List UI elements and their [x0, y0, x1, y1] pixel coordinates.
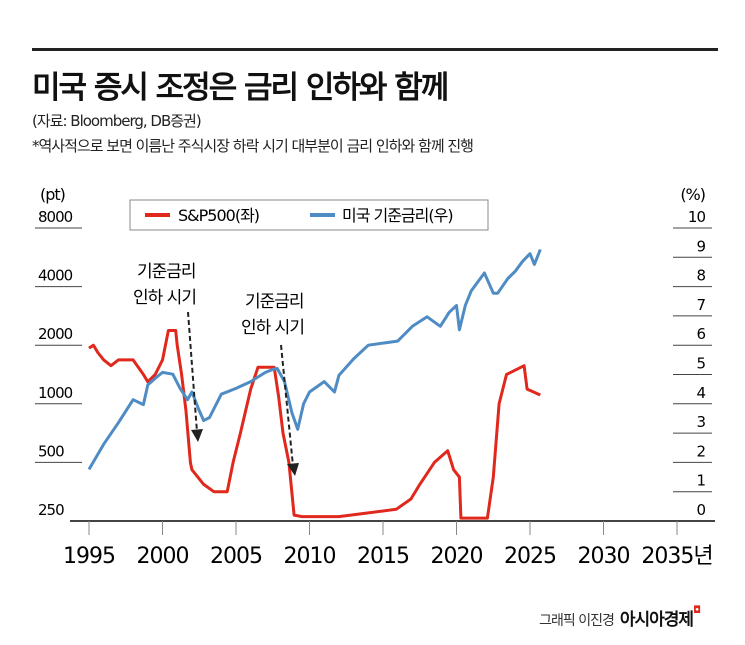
sp500-line — [88, 329, 541, 520]
y-right-tick-label: 1 — [696, 472, 705, 490]
annotation-1-line-1: 기준금리 — [137, 262, 196, 282]
y-right-tick-label: 2 — [696, 442, 705, 460]
source-note: (자료: Bloomberg, DB증권) — [32, 112, 202, 130]
left-axis-unit: (pt) — [40, 185, 65, 204]
legend-box — [129, 199, 489, 231]
fed-rate-line — [87, 248, 542, 471]
y-right-tick-label: 3 — [696, 413, 705, 431]
y-right-tick-label: 7 — [696, 296, 705, 314]
brand-logo: 아시아경제 — [619, 610, 694, 630]
x-tick-label: 2010 — [284, 544, 336, 569]
y-right-tick-label: 9 — [696, 237, 705, 255]
y-right-tick-label: 5 — [696, 355, 705, 373]
y-right-tick-label: 8 — [696, 267, 705, 285]
y-left-tick-label: 2000 — [38, 325, 73, 343]
annotation-2-arrowhead — [287, 463, 299, 476]
x-tick-label: 2015 — [357, 544, 409, 569]
top-rule — [32, 48, 718, 51]
annotation-2-line-2: 인하 시기 — [241, 318, 304, 338]
annotation-1-arrow — [187, 311, 198, 433]
y-right-tick-label: 0 — [696, 501, 705, 519]
credit-artist: 그래픽 이진경 — [539, 613, 615, 629]
legend-label-fed-rate: 미국 기준금리(우) — [342, 206, 453, 225]
x-tick-label: 2000 — [137, 544, 189, 569]
y-left-tick-label: 250 — [38, 501, 64, 519]
brand-mark: ◘ — [693, 605, 701, 616]
x-tick-label: 2035년 — [641, 544, 712, 569]
footnote: *역사적으로 보면 이름난 주식시장 하락 시기 대부분이 금리 인하와 함께 … — [32, 137, 474, 155]
y-left-tick-label: 8000 — [38, 208, 73, 226]
y-right-tick-label: 10 — [688, 208, 706, 226]
x-tick-label: 2025 — [504, 544, 556, 569]
annotation-1-line-2: 인하 시기 — [133, 288, 196, 308]
y-left-tick-label: 500 — [38, 442, 64, 460]
annotation-2-arrow — [280, 344, 294, 467]
credit: 그래픽 이진경 아시아경제◘ — [539, 605, 701, 630]
x-tick-label: 2030 — [578, 544, 630, 569]
x-tick-label: 2005 — [210, 544, 262, 569]
x-tick-label: 2020 — [431, 544, 483, 569]
annotation-1-arrowhead — [191, 429, 203, 442]
y-left-tick-label: 1000 — [38, 384, 73, 402]
y-right-tick-label: 6 — [696, 325, 705, 343]
legend-label-sp500: S&P500(좌) — [178, 206, 259, 225]
y-left-tick-label: 4000 — [38, 267, 73, 285]
x-tick-label: 1995 — [63, 544, 115, 569]
right-axis-unit: (%) — [680, 185, 705, 204]
annotation-2-line-1: 기준금리 — [245, 292, 304, 312]
chart-title: 미국 증시 조정은 금리 인하와 함께 — [32, 70, 449, 106]
y-right-tick-label: 4 — [696, 384, 705, 402]
